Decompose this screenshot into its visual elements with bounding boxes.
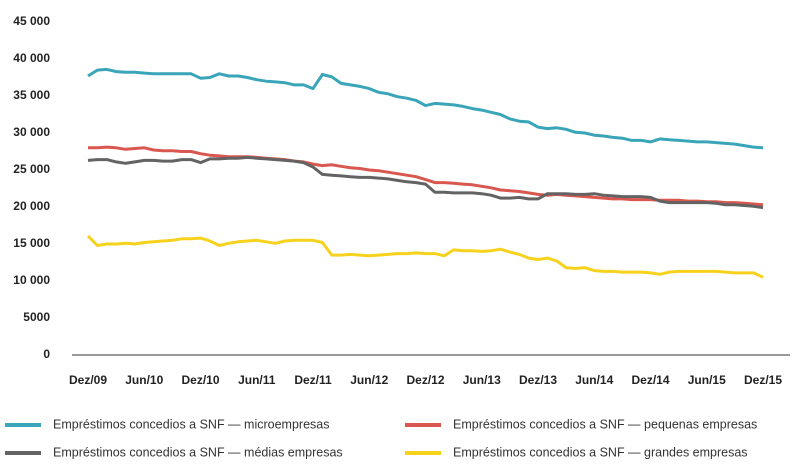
x-tick-label: Dez/15 — [744, 373, 782, 387]
x-tick-label: Jun/15 — [688, 373, 726, 387]
legend-label: Empréstimos concedios a SNF — microempre… — [53, 417, 329, 431]
legend-label: Empréstimos concedios a SNF — pequenas e… — [453, 417, 757, 431]
x-tick-label: Jun/11 — [238, 373, 276, 387]
x-tick-label: Dez/10 — [181, 373, 219, 387]
y-tick-label: 30 000 — [13, 125, 50, 139]
line-series — [87, 155, 764, 210]
y-tick-label: 5000 — [23, 310, 50, 324]
x-tick-label: Jun/14 — [575, 373, 613, 387]
y-tick-label: 20 000 — [13, 199, 50, 213]
x-tick-label: Dez/14 — [631, 373, 669, 387]
y-tick-label: 35 000 — [13, 88, 50, 102]
line-series — [86, 234, 764, 279]
y-tick-label: 45 000 — [13, 14, 50, 28]
y-tick-label: 40 000 — [13, 51, 50, 65]
x-tick-label: Dez/09 — [69, 373, 107, 387]
legend-label: Empréstimos concedios a SNF — médias emp… — [53, 445, 343, 459]
y-tick-label: 10 000 — [13, 273, 50, 287]
y-tick-label: 15 000 — [13, 236, 50, 250]
x-tick-label: Dez/11 — [294, 373, 332, 387]
x-tick-label: Jun/10 — [125, 373, 163, 387]
y-tick-label: 0 — [43, 347, 50, 361]
y-tick-label: 25 000 — [13, 162, 50, 176]
line-series — [88, 145, 764, 207]
x-tick-label: Dez/13 — [519, 373, 557, 387]
x-tick-label: Dez/12 — [406, 373, 444, 387]
x-tick-label: Jun/13 — [463, 373, 501, 387]
legend-label: Empréstimos concedios a SNF — grandes em… — [453, 445, 748, 459]
line-series — [87, 67, 764, 150]
x-tick-label: Jun/12 — [350, 373, 388, 387]
